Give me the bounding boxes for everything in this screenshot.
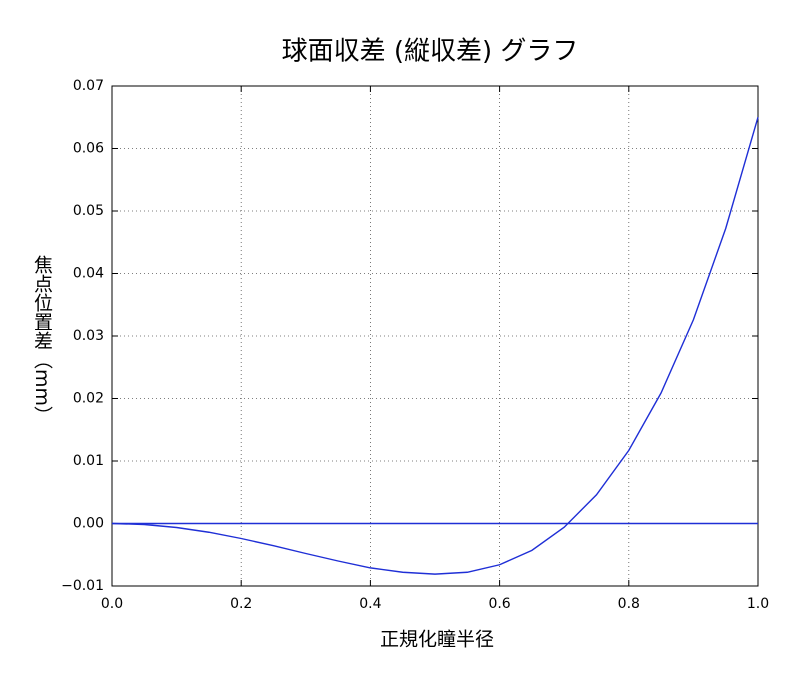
x-tick-label: 0.4 — [359, 596, 381, 612]
y-tick-label: 0.01 — [73, 453, 104, 469]
y-tick-label: 0.06 — [73, 141, 104, 157]
x-tick-label: 1.0 — [747, 596, 769, 612]
x-tick-label: 0.6 — [488, 596, 510, 612]
chart-title: 球面収差 (縦収差) グラフ — [282, 37, 579, 67]
x-tick-label: 0.8 — [618, 596, 640, 612]
y-axis-label: 焦点位置差（mm） — [31, 255, 53, 425]
y-tick-label: −0.01 — [61, 578, 104, 594]
y-tick-label: 0.03 — [73, 328, 104, 344]
y-tick-label: 0.07 — [73, 78, 104, 94]
y-tick-label: 0.05 — [73, 203, 104, 219]
x-axis-label: 正規化瞳半径 — [380, 629, 494, 651]
y-tick-label: 0.00 — [73, 516, 104, 532]
data-line — [111, 117, 759, 575]
x-tick-label: 0.2 — [230, 596, 252, 612]
x-tick-label: 0.0 — [101, 596, 123, 612]
y-tick-label: 0.04 — [73, 266, 104, 282]
plot-frame — [111, 85, 759, 587]
y-tick-label: 0.02 — [73, 391, 104, 407]
